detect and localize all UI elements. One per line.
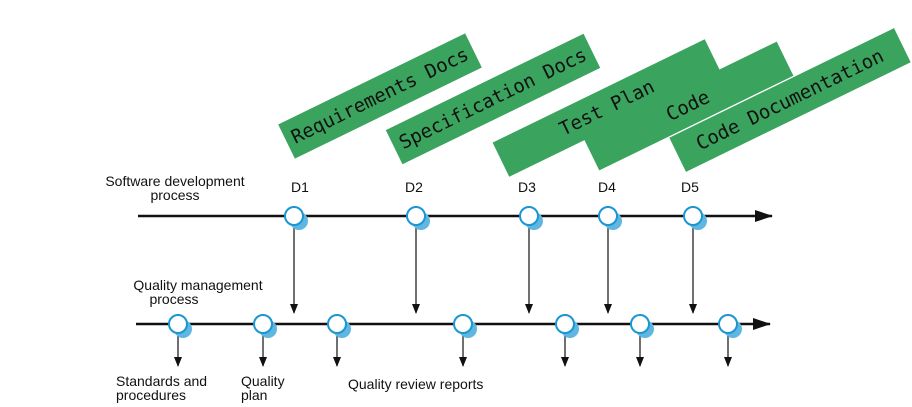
quality-process-label-line1: Quality management (133, 277, 262, 293)
quality-node-standards (168, 314, 192, 338)
standards-label-line2: procedures (116, 387, 186, 403)
quality-node-review-1 (327, 314, 351, 338)
deliverable-label-d2: D2 (405, 179, 423, 195)
quality-node-review-3 (555, 314, 579, 338)
document-banners: Requirements Docs Specification Docs Tes… (278, 28, 911, 177)
software-node-d3 (519, 206, 543, 230)
deliverable-label-d4: D4 (598, 179, 616, 195)
standards-label-line1: Standards and (116, 373, 207, 389)
deliverable-connectors (290, 226, 697, 314)
output-arrows (174, 334, 732, 367)
software-node-d2 (406, 206, 430, 230)
quality-nodes (168, 314, 742, 338)
deliverable-label-d5: D5 (681, 179, 699, 195)
quality-node-review-2 (453, 314, 477, 338)
quality-plan-label-line2: plan (241, 387, 267, 403)
software-process-label-line1: Software development (105, 173, 244, 189)
review-reports-label: Quality review reports (348, 376, 483, 392)
quality-node-review-4 (630, 314, 654, 338)
quality-node-review-5 (718, 314, 742, 338)
deliverable-label-d1: D1 (291, 179, 309, 195)
software-nodes (284, 206, 707, 230)
software-node-d5 (683, 206, 707, 230)
software-process-label-line2: process (150, 187, 199, 203)
software-node-d4 (598, 206, 622, 230)
software-node-d1 (284, 206, 308, 230)
quality-node-plan (253, 314, 277, 338)
quality-plan-label-line1: Quality (241, 373, 285, 389)
deliverable-label-d3: D3 (518, 179, 536, 195)
quality-process-label-line2: process (149, 291, 198, 307)
